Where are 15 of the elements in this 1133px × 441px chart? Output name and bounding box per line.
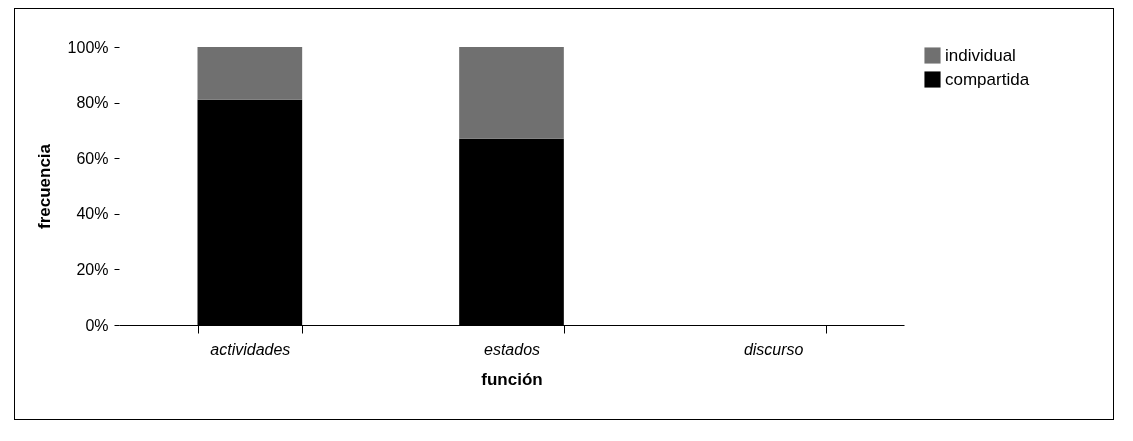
x-axis-title: función [481, 369, 543, 389]
x-tick-label: estados [483, 340, 541, 358]
y-tick-label: 60% [76, 149, 109, 167]
y-tick-label: 40% [76, 205, 109, 223]
y-tick-label: 0% [85, 316, 109, 334]
y-tick-label: 20% [76, 260, 109, 278]
y-tick-label: 80% [76, 94, 109, 112]
y-tick-label: 100% [67, 38, 109, 56]
y-axis-title: frecuencia [34, 143, 54, 230]
legend-label: individual [945, 45, 1016, 65]
bar [197, 47, 303, 100]
legend-label: compartida [945, 69, 1030, 89]
x-tick-label: discurso [743, 340, 804, 358]
x-tick-label: actividades [210, 340, 291, 358]
bar [459, 47, 564, 139]
